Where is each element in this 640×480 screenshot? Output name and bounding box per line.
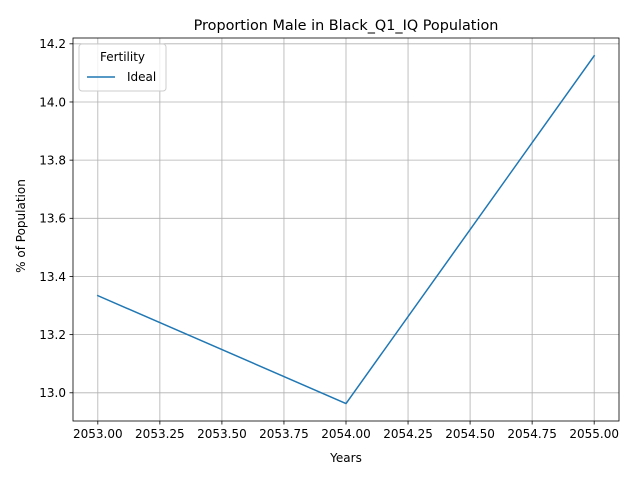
legend: Fertility Ideal xyxy=(78,43,167,92)
y-axis-label: % of Population xyxy=(14,179,28,273)
series-line-ideal xyxy=(96,54,596,405)
y-axis-ticks: 13.0 13.2 13.4 13.6 13.8 14.0 14.2 xyxy=(39,37,73,400)
x-axis-label: Years xyxy=(329,451,362,465)
y-tick-label: 14.0 xyxy=(39,95,66,109)
x-tick-label: 2053.75 xyxy=(259,427,309,441)
y-tick-label: 13.8 xyxy=(39,153,66,167)
x-tick-label: 2053.25 xyxy=(135,427,185,441)
x-axis-ticks: 2053.00 2053.25 2053.50 2053.75 2054.00 2054.… xyxy=(73,421,619,441)
x-tick-label: 2053.50 xyxy=(197,427,247,441)
series-layer xyxy=(96,54,596,405)
y-tick-label: 13.4 xyxy=(39,270,66,284)
y-tick-label: 13.2 xyxy=(39,328,66,342)
x-tick-label: 2054.75 xyxy=(507,427,557,441)
y-tick-label: 13.0 xyxy=(39,386,66,400)
y-tick-label: 14.2 xyxy=(39,37,66,51)
x-tick-label: 2053.00 xyxy=(73,427,123,441)
x-tick-label: 2054.25 xyxy=(383,427,433,441)
chart-title: Proportion Male in Black_Q1_IQ Populatio… xyxy=(194,18,499,34)
legend-title: Fertility xyxy=(100,50,145,64)
grid-lines xyxy=(73,38,619,421)
legend-label-ideal: Ideal xyxy=(127,70,156,84)
x-tick-label: 2054.50 xyxy=(445,427,495,441)
x-tick-label: 2055.00 xyxy=(569,427,619,441)
legend-box xyxy=(78,43,167,92)
y-tick-label: 13.6 xyxy=(39,212,66,226)
x-tick-label: 2054.00 xyxy=(321,427,371,441)
